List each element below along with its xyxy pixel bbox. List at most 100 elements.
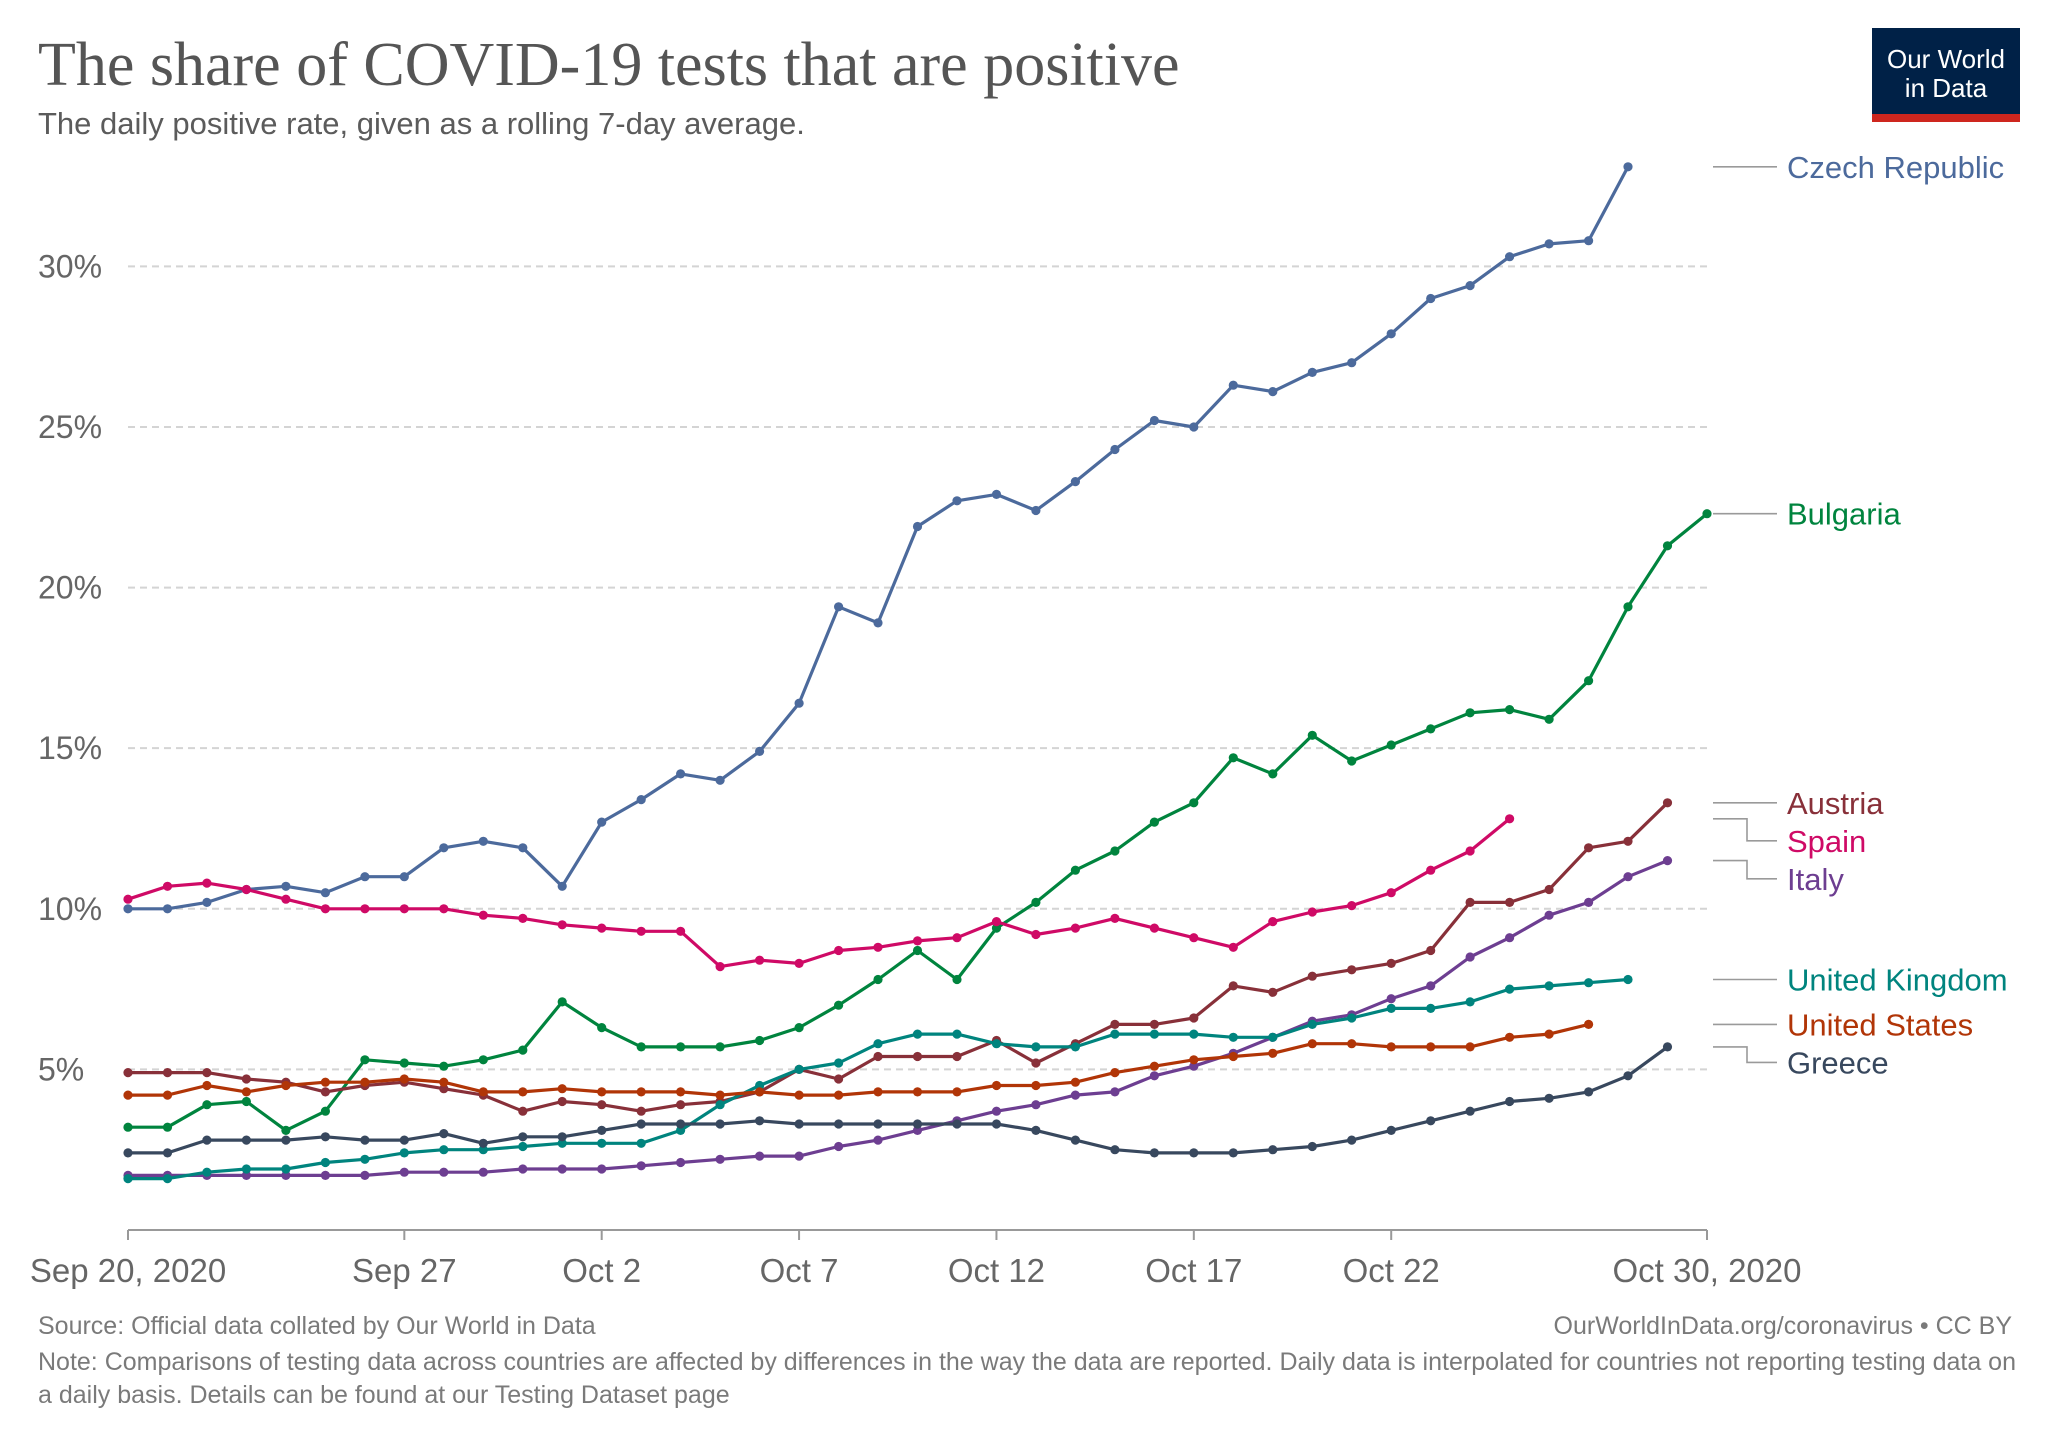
legend-connector <box>1713 817 1777 842</box>
data-point <box>715 775 725 785</box>
data-point <box>1465 281 1475 291</box>
data-point <box>912 1087 923 1097</box>
data-point <box>1228 380 1238 390</box>
y-tick-label: 5% <box>38 1051 84 1087</box>
data-point <box>1031 1125 1041 1135</box>
series-line <box>128 166 1630 911</box>
data-point <box>1070 1135 1080 1145</box>
legend-connector <box>1713 859 1777 880</box>
data-point <box>755 1035 765 1046</box>
data-point <box>676 1100 686 1110</box>
data-point <box>636 1106 646 1116</box>
data-point <box>676 1157 686 1168</box>
data-point <box>557 920 567 930</box>
data-point <box>241 1087 251 1097</box>
series-lines <box>123 162 1712 1184</box>
legend-label: United States <box>1787 1007 1973 1042</box>
data-point <box>1662 798 1673 808</box>
data-point <box>873 1051 883 1062</box>
legend-item: Italy <box>1713 859 1844 897</box>
data-point <box>1426 1116 1436 1126</box>
legend-label: Czech Republic <box>1787 150 2004 185</box>
data-point <box>518 1106 528 1116</box>
legend-item: Greece <box>1713 1045 1889 1080</box>
data-point <box>123 894 133 904</box>
data-point <box>1347 965 1357 975</box>
license-link[interactable]: OurWorldInData.org/coronavirus • CC BY <box>1553 1312 2012 1340</box>
data-point <box>873 1135 883 1145</box>
data-point <box>320 1132 330 1142</box>
data-point <box>557 1164 567 1174</box>
data-point <box>912 1029 923 1039</box>
data-point <box>1268 1032 1278 1042</box>
data-point <box>1110 913 1120 924</box>
data-point <box>518 843 528 853</box>
data-point <box>715 1119 725 1129</box>
data-point <box>952 1119 962 1129</box>
data-point <box>1189 933 1199 943</box>
data-point <box>202 1167 212 1177</box>
legend-label: Spain <box>1787 824 1866 859</box>
series-line <box>128 1045 1669 1155</box>
series-line <box>128 977 1629 1181</box>
data-point <box>794 1023 804 1033</box>
data-point <box>557 881 567 891</box>
series-austria <box>123 798 1673 1116</box>
data-point <box>1268 1048 1278 1058</box>
data-point <box>1307 1141 1317 1152</box>
data-point <box>636 1161 646 1171</box>
data-point <box>1149 415 1159 426</box>
data-point <box>202 1135 212 1145</box>
data-point <box>478 1145 488 1155</box>
data-point <box>636 1087 646 1097</box>
data-point <box>1426 1042 1436 1052</box>
owid-logo[interactable]: Our World in Data <box>1872 28 2020 122</box>
data-point <box>1347 1039 1357 1049</box>
data-point <box>1110 1019 1120 1029</box>
data-point <box>1544 239 1554 249</box>
data-point <box>991 1080 1002 1091</box>
data-point <box>202 878 212 888</box>
data-point <box>873 1039 883 1049</box>
data-point <box>1544 1093 1554 1103</box>
data-point <box>1386 1125 1396 1135</box>
x-axis: Sep 20, 2020 Sep 27 Oct 2 Oct 7 Oct 12 Oct 17… <box>30 1229 1801 1289</box>
data-point <box>794 1119 804 1129</box>
legend-item: Czech Republic <box>1713 150 2004 185</box>
data-point <box>1228 942 1238 952</box>
data-point <box>636 1042 646 1052</box>
data-point <box>834 1074 844 1084</box>
series-line <box>127 817 1511 969</box>
chart-title: The share of COVID-19 tests that are pos… <box>38 31 1180 99</box>
data-point <box>794 1151 804 1161</box>
y-tick-label: 30% <box>38 248 102 284</box>
data-point <box>241 1135 251 1145</box>
data-point <box>1426 945 1436 956</box>
data-point <box>1031 505 1041 516</box>
data-point <box>597 1100 607 1110</box>
source-note: Source: Official data collated by Our Wo… <box>38 1312 596 1340</box>
x-tick-label: Oct 12 <box>948 1252 1045 1289</box>
data-point <box>162 1068 173 1078</box>
data-point <box>1307 1039 1317 1049</box>
data-point <box>1505 984 1515 994</box>
data-point <box>715 1154 725 1164</box>
data-point <box>1228 1051 1238 1062</box>
data-point <box>1623 872 1633 882</box>
data-point <box>1228 1032 1238 1042</box>
chart-subtitle: The daily positive rate, given as a roll… <box>38 106 805 141</box>
data-point <box>1623 162 1633 172</box>
data-point <box>1386 740 1396 750</box>
data-point <box>1110 1068 1120 1078</box>
data-point <box>1386 888 1396 898</box>
x-tick-label: Oct 2 <box>562 1252 641 1289</box>
data-point <box>281 1170 291 1180</box>
data-point <box>1149 1029 1159 1039</box>
data-point <box>399 1074 409 1084</box>
data-point <box>281 1080 291 1091</box>
data-point <box>1386 329 1396 339</box>
data-point <box>399 1135 409 1145</box>
data-point <box>1268 1145 1278 1155</box>
data-point <box>1070 923 1080 933</box>
data-point <box>676 1087 686 1097</box>
